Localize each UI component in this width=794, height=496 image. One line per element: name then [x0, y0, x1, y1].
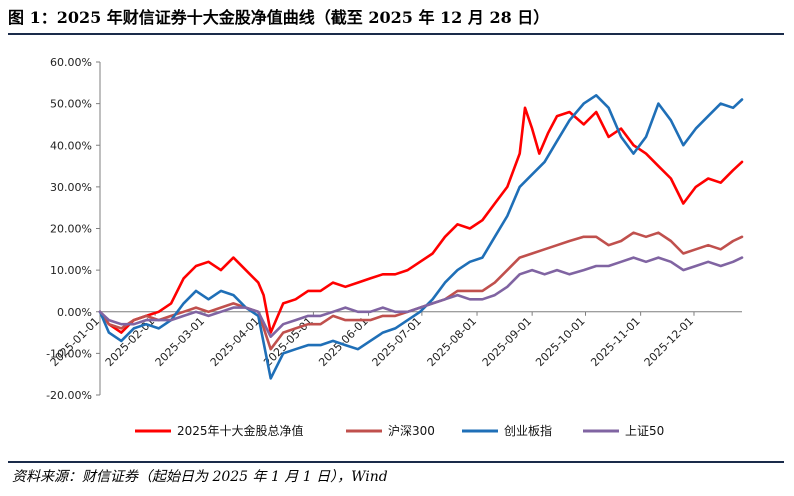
- y-tick-label: -10.00%: [46, 347, 92, 360]
- bottom-rule: [8, 461, 784, 463]
- legend-label-2: 创业板指: [504, 423, 552, 438]
- figure-title: 图 1：2025 年财信证券十大金股净值曲线（截至 2025 年 12 月 28…: [8, 8, 550, 27]
- y-tick-label: 10.00%: [50, 264, 92, 277]
- x-tick-label: 2025-01-01: [48, 315, 102, 369]
- series-layer: [98, 94, 744, 380]
- series-line-3: [98, 256, 744, 339]
- source-note: 资料来源：财信证券（起始日为 2025 年 1 月 1 日），Wind: [12, 469, 388, 485]
- y-tick-label: 50.00%: [50, 98, 92, 111]
- y-tick-label: -20.00%: [46, 389, 92, 402]
- y-tick-label: 0.00%: [57, 306, 92, 319]
- x-tick-label: 2025-09-01: [480, 315, 534, 369]
- chart-legend: 2025年十大金股总净值 沪深300 创业板指 上证50: [135, 423, 664, 438]
- y-tick-label: 40.00%: [50, 139, 92, 152]
- top-rule: [8, 33, 784, 35]
- chart-axes: -20.00% -10.00% 0.00% 10.00% 20.00% 30.00% 40.…: [46, 56, 742, 402]
- x-tick-label: 2025-11-01: [588, 315, 642, 369]
- x-tick-label: 2025-04-01: [208, 315, 262, 369]
- x-tick-label: 2025-03-01: [153, 315, 207, 369]
- x-tick-label: 2025-10-01: [533, 315, 587, 369]
- x-tick-label: 2025-12-01: [642, 315, 696, 369]
- series-line-0: [98, 106, 744, 334]
- y-tick-label: 30.00%: [50, 181, 92, 194]
- legend-label-1: 沪深300: [388, 424, 435, 438]
- x-tick-label: 2025-07-01: [370, 315, 424, 369]
- series-line-2: [98, 94, 744, 380]
- x-tick-label: 2025-08-01: [425, 315, 479, 369]
- y-tick-label: 60.00%: [50, 56, 92, 69]
- y-tick-label: 20.00%: [50, 223, 92, 236]
- legend-label-3: 上证50: [625, 424, 664, 438]
- legend-label-0: 2025年十大金股总净值: [177, 423, 304, 438]
